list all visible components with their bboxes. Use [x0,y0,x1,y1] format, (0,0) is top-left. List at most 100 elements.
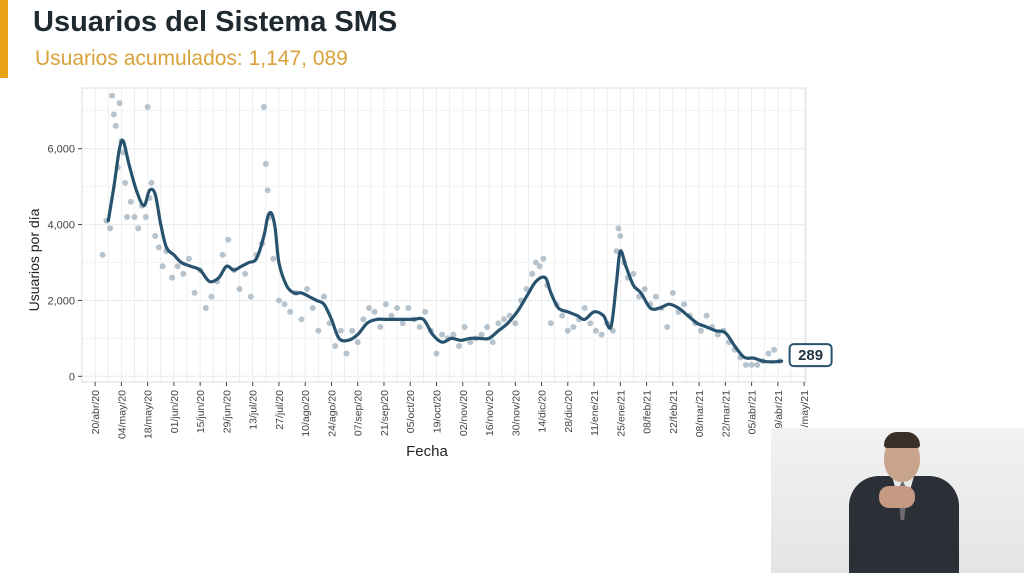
y-axis-label: Usuarios por día [26,208,42,311]
data-point [264,187,271,194]
data-point [124,213,131,220]
data-point [536,263,543,270]
data-point [570,323,577,330]
data-point [512,320,519,327]
data-point [523,286,530,293]
data-point [382,301,389,308]
data-point [592,327,599,334]
x-tick-label: 14/dic/20 [537,390,549,433]
data-point [99,251,106,258]
slide-subtitle: Usuarios acumulados: 1,147, 089 [35,47,348,70]
data-point [304,286,311,293]
data-point [529,270,536,277]
data-point [315,327,322,334]
data-point [169,274,176,281]
data-point [371,308,378,315]
data-point [360,316,367,323]
x-tick-label: 28/dic/20 [563,390,575,433]
data-point [242,270,249,277]
data-point [439,331,446,338]
data-point [617,232,624,239]
data-point [405,305,412,312]
x-tick-label: 04/may/20 [116,390,128,439]
data-point [109,92,116,99]
data-point [275,297,282,304]
x-tick-label: 30/nov/20 [510,390,522,436]
data-point [270,255,277,262]
data-point [337,327,344,334]
data-point [135,225,142,232]
x-tick-label: 13/jul/20 [248,390,260,430]
x-tick-label: 24/ago/20 [326,390,338,437]
data-point [630,270,637,277]
x-tick-label: 16/nov/20 [484,390,496,436]
x-tick-label: 22/mar/21 [720,390,732,437]
data-point [641,286,648,293]
x-tick-label: 20/abr/20 [90,390,102,435]
data-point [598,331,605,338]
data-point [152,232,159,239]
data-point [377,323,384,330]
data-point [343,350,350,357]
data-point [131,213,138,220]
data-point [110,111,117,118]
y-axis-ticks: 0 2,000 4,000 6,000 [47,144,82,383]
data-point [208,293,215,300]
data-point [185,255,192,262]
data-point [714,331,721,338]
data-point [765,350,772,357]
data-point [742,361,749,368]
x-tick-label: 11/ene/21 [589,390,601,436]
data-point [559,312,566,319]
data-point [703,312,710,319]
data-point [159,263,166,270]
y-tick-label: 4,000 [47,220,75,232]
data-point [148,179,155,186]
data-point [236,286,243,293]
trend-line [106,138,784,364]
data-point [564,327,571,334]
x-tick-label: 08/mar/21 [694,390,706,437]
x-axis-ticks: 20/abr/20 04/may/20 18/may/20 01/jun/20 15/j… [90,382,811,439]
data-point [122,179,129,186]
x-tick-label: 19/oct/20 [431,390,443,433]
data-point [349,327,356,334]
data-point [260,103,267,110]
data-point [433,350,440,357]
x-tick-label: 29/jun/20 [221,390,233,433]
end-value-label: 289 [798,347,823,364]
x-tick-label: 05/oct/20 [405,390,417,433]
data-point [365,305,372,312]
data-point [771,346,778,353]
end-value-box [788,343,833,368]
accent-bar [0,0,8,78]
data-point [748,361,755,368]
data-point [478,331,485,338]
x-tick-label: 07/sep/20 [353,390,365,436]
data-point [394,305,401,312]
data-point [225,236,232,243]
data-point [262,160,269,167]
data-point [652,293,659,300]
data-point [144,103,151,110]
data-point [112,122,119,129]
sign-language-interpreter-video [771,428,1024,573]
slide-title: Usuarios del Sistema SMS [33,6,398,38]
x-axis-label: Fecha [406,443,448,458]
x-tick-label: 27/jul/20 [274,390,286,430]
interpreter-hair [884,432,920,448]
data-point [388,312,395,319]
data-point [669,289,676,296]
x-tick-label: 05/abr/21 [747,390,759,435]
data-point [320,293,327,300]
x-tick-label: 21/sep/20 [379,390,391,436]
data-point [422,308,429,315]
interpreter-hands [879,486,915,508]
x-tick-label: 01/jun/20 [169,390,181,433]
y-tick-label: 6,000 [47,144,75,156]
data-point [450,331,457,338]
data-point [354,339,361,346]
data-point [142,213,149,220]
x-tick-label: 02/nov/20 [458,390,470,436]
data-point [467,339,474,346]
